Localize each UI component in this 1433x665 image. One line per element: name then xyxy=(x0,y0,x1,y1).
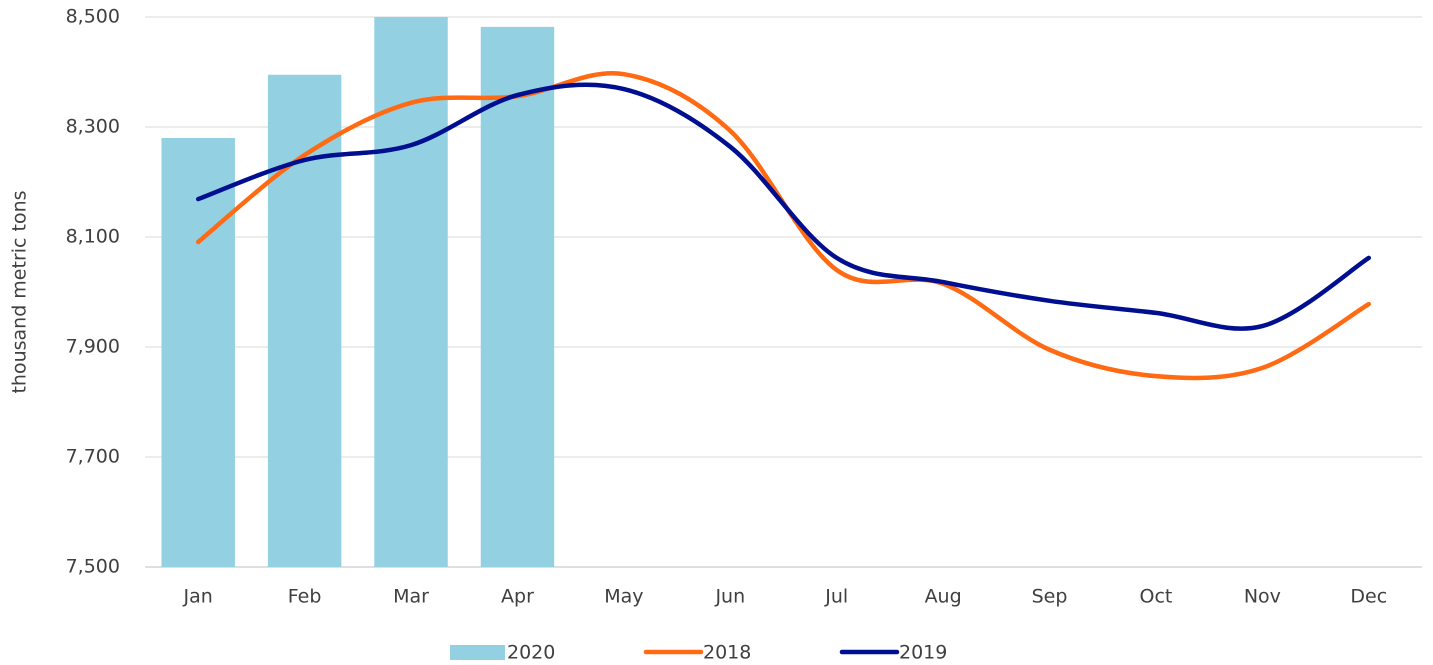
bar xyxy=(161,138,235,567)
legend-label: 2018 xyxy=(703,642,751,664)
legend-label: 2020 xyxy=(507,642,555,664)
y-tick-label: 8,300 xyxy=(66,116,120,138)
x-tick-label: Jul xyxy=(824,586,848,608)
x-tick-label: Jan xyxy=(183,586,213,608)
line xyxy=(195,71,1372,381)
x-tick-label: Jun xyxy=(714,586,745,608)
x-tick-label: Feb xyxy=(288,586,322,608)
x-tick-label: Apr xyxy=(501,586,534,608)
bar xyxy=(267,74,342,567)
legend-label: 2019 xyxy=(899,642,947,664)
line xyxy=(195,82,1372,331)
x-tick-label: Nov xyxy=(1244,586,1281,608)
x-tick-label: May xyxy=(604,586,643,608)
x-tick-label: Aug xyxy=(925,586,962,608)
y-tick-label: 8,100 xyxy=(66,226,120,248)
bar xyxy=(480,26,555,567)
x-tick-label: Mar xyxy=(393,586,429,608)
y-axis-title: thousand metric tons xyxy=(9,190,31,393)
x-tick-label: Dec xyxy=(1350,586,1387,608)
y-tick-label: 7,500 xyxy=(66,556,120,578)
y-tick-label: 7,700 xyxy=(66,446,120,468)
x-tick-label: Oct xyxy=(1140,586,1173,608)
y-tick-label: 7,900 xyxy=(66,336,120,358)
y-tick-label: 8,500 xyxy=(66,6,120,28)
x-tick-label: Sep xyxy=(1032,586,1068,608)
legend-swatch xyxy=(450,645,505,660)
